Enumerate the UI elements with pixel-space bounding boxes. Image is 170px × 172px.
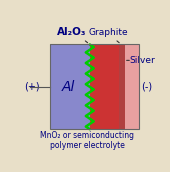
Text: Graphite: Graphite: [88, 28, 128, 36]
Text: (+): (+): [24, 82, 39, 92]
Text: Al₂O₃: Al₂O₃: [57, 26, 86, 36]
Bar: [50, 45, 139, 129]
Bar: [119, 45, 125, 129]
Bar: [125, 45, 139, 129]
Bar: [50, 45, 90, 129]
Bar: [90, 45, 119, 129]
Text: MnO₂ or semiconducting
polymer electrolyte: MnO₂ or semiconducting polymer electroly…: [40, 131, 134, 150]
Text: (-): (-): [141, 82, 152, 92]
Text: Silver: Silver: [129, 56, 155, 65]
Text: Al: Al: [62, 80, 75, 94]
